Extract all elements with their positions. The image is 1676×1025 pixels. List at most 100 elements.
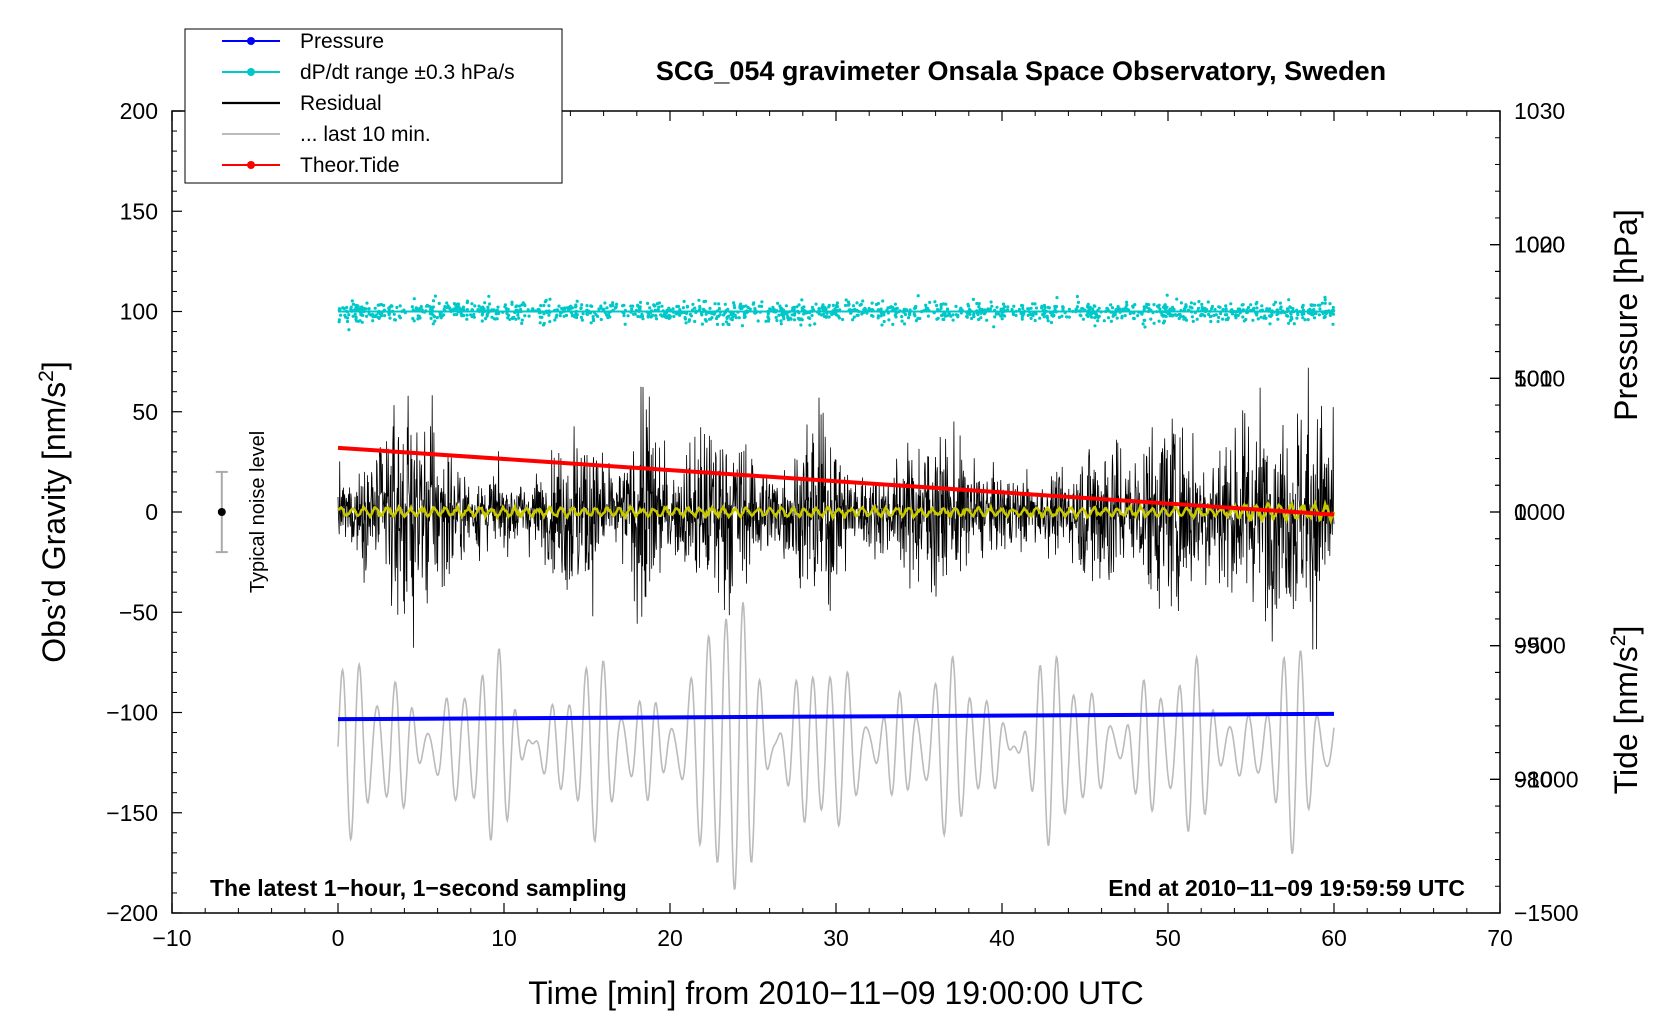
dpdt-point	[354, 315, 358, 319]
dpdt-point	[821, 303, 825, 307]
dpdt-point	[674, 311, 678, 315]
dpdt-point	[1285, 310, 1289, 314]
dpdt-point	[779, 319, 783, 323]
dpdt-point	[648, 314, 652, 318]
dpdt-point	[631, 304, 635, 308]
dpdt-point	[1014, 309, 1018, 313]
dpdt-point	[760, 300, 764, 304]
dpdt-point	[721, 322, 725, 326]
dpdt-point	[365, 301, 369, 305]
dpdt-point	[1241, 308, 1245, 312]
y-axis-title-sup: 2	[35, 370, 58, 382]
dpdt-point	[1230, 308, 1234, 312]
dpdt-point	[954, 304, 958, 308]
sampling-annotation: The latest 1−hour, 1−second sampling	[210, 875, 627, 901]
dpdt-point	[690, 308, 695, 312]
dpdt-point	[944, 302, 948, 306]
dpdt-point	[1186, 308, 1190, 312]
dpdt-point	[841, 317, 845, 322]
dpdt-point	[355, 319, 359, 323]
dpdt-point	[1309, 303, 1313, 307]
dpdt-point	[411, 316, 415, 321]
dpdt-point	[1238, 307, 1242, 311]
dpdt-point	[351, 314, 355, 318]
dpdt-point	[1046, 319, 1050, 323]
dpdt-point	[1061, 308, 1065, 312]
dpdt-point	[708, 306, 712, 310]
dpdt-point	[648, 306, 652, 310]
dpdt-point	[1259, 315, 1263, 319]
dpdt-point	[1217, 315, 1221, 319]
dpdt-point	[1300, 312, 1304, 317]
dpdt-point	[858, 303, 862, 307]
dpdt-point	[589, 321, 593, 325]
dpdt-point	[835, 308, 839, 312]
dpdt-point	[1006, 309, 1010, 313]
dpdt-point	[445, 301, 449, 305]
dpdt-point	[1224, 309, 1228, 313]
dpdt-point	[545, 310, 549, 315]
dpdt-point	[501, 310, 505, 314]
dpdt-point	[1063, 311, 1067, 315]
dpdt-point	[802, 312, 806, 316]
dpdt-point	[1256, 317, 1260, 321]
dpdt-point	[1191, 319, 1195, 323]
pressure-line	[337, 711, 1335, 722]
dpdt-point	[1020, 303, 1024, 308]
dpdt-point	[1093, 310, 1097, 314]
dpdt-point	[1124, 305, 1128, 310]
dpdt-point	[1076, 300, 1080, 304]
dpdt-point	[992, 325, 996, 329]
dpdt-point	[876, 316, 880, 320]
dpdt-point	[790, 313, 794, 317]
dpdt-point	[391, 309, 395, 313]
dpdt-point	[737, 316, 741, 320]
dpdt-point	[1014, 313, 1018, 317]
dpdt-point	[1290, 317, 1294, 321]
dpdt-point	[771, 305, 775, 309]
x-tick-label: 30	[823, 925, 849, 951]
dpdt-point	[1020, 317, 1024, 321]
dpdt-point	[1175, 297, 1179, 301]
dpdt-point	[588, 311, 593, 315]
dpdt-point	[638, 315, 643, 319]
dpdt-point	[879, 314, 883, 318]
dpdt-point	[1175, 313, 1179, 317]
dpdt-point	[894, 315, 898, 319]
dpdt-point	[1136, 314, 1140, 318]
dpdt-point	[626, 314, 630, 318]
dpdt-point	[802, 305, 806, 309]
noise-bar-center-dot	[217, 508, 226, 516]
dpdt-point	[539, 304, 543, 308]
dpdt-point	[428, 312, 432, 316]
dpdt-point	[995, 305, 999, 309]
dpdt-point	[1238, 311, 1242, 315]
dpdt-point	[1288, 305, 1292, 309]
dpdt-point	[1001, 302, 1006, 306]
dpdt-point	[908, 308, 912, 312]
tide-tick-label: −1500	[1514, 900, 1579, 926]
dpdt-point	[1190, 315, 1194, 319]
dpdt-point	[506, 316, 510, 320]
dpdt-point	[851, 304, 856, 308]
dpdt-point	[1074, 307, 1078, 311]
dpdt-point	[345, 319, 350, 324]
dpdt-point	[541, 323, 546, 327]
dpdt-point	[989, 300, 993, 304]
dpdt-point	[354, 303, 358, 307]
dpdt-point	[1287, 321, 1291, 325]
dpdt-point	[484, 317, 488, 321]
dpdt-point	[390, 304, 394, 308]
dpdt-point	[1081, 317, 1085, 321]
dpdt-point	[865, 311, 869, 315]
dpdt-point	[623, 308, 628, 313]
dpdt-point	[574, 311, 578, 316]
last-10-min-series	[337, 602, 1335, 890]
legend-label: Theor.Tide	[300, 154, 400, 177]
dpdt-point	[886, 311, 891, 315]
dpdt-point	[1096, 308, 1100, 313]
legend-label: Pressure	[300, 30, 384, 53]
dpdt-point	[925, 308, 929, 312]
dpdt-point	[1201, 313, 1205, 317]
dpdt-point	[678, 308, 682, 312]
